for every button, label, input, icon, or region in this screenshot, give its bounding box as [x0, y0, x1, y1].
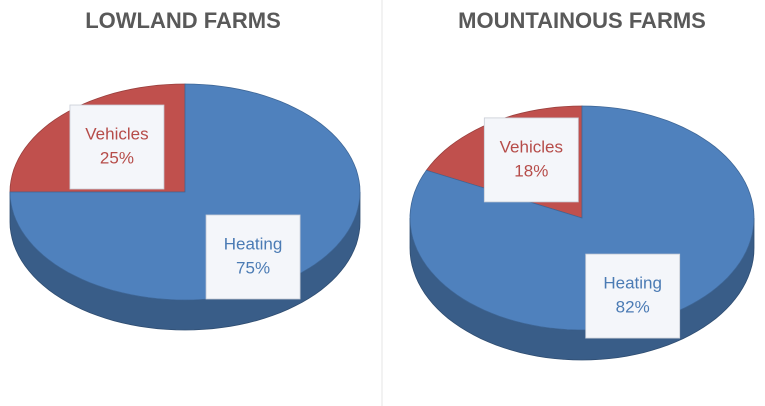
label-value: 18%: [514, 161, 548, 180]
label-box: [69, 104, 165, 190]
label-category: Vehicles: [85, 124, 148, 143]
label-value: 25%: [100, 148, 134, 167]
label-box: [585, 253, 681, 339]
label-category: Heating: [603, 274, 662, 293]
label-value: 75%: [236, 258, 270, 277]
chart-title: MOUNTAINOUS FARMS: [458, 8, 706, 33]
label-box: [205, 214, 301, 300]
label-category: Vehicles: [500, 137, 563, 156]
label-box: [483, 117, 579, 203]
chart-title: LOWLAND FARMS: [85, 8, 281, 33]
label-value: 82%: [616, 298, 650, 317]
label-category: Heating: [224, 234, 283, 253]
